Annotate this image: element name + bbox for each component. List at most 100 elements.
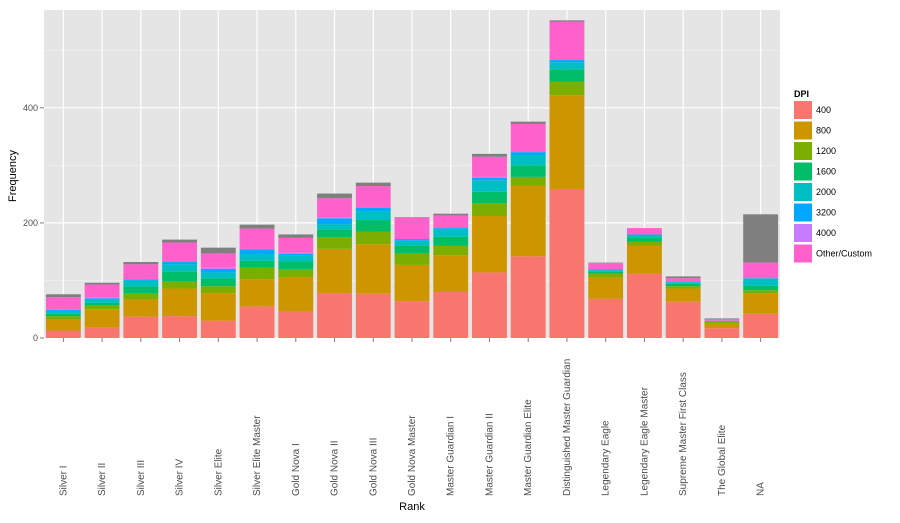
bar-segment-1600 — [278, 261, 314, 269]
bar-segment-400 — [665, 301, 701, 338]
bar-segment-2000 — [549, 62, 585, 70]
bar-segment-1200 — [433, 245, 469, 256]
bar-segment-1600 — [626, 237, 662, 242]
bar-segment-1200 — [239, 267, 275, 280]
x-tick-label: Gold Nova Master — [407, 415, 418, 496]
bar-segment-1200 — [45, 316, 81, 320]
bar-segment-2000 — [472, 180, 507, 192]
y-axis: 0 200 400 — [23, 103, 44, 343]
x-tick-label: Legendary Eagle — [601, 420, 612, 496]
bar-segment-unlabeled — [278, 234, 314, 238]
x-tick-label: Gold Nova I — [291, 443, 302, 496]
bar-segment-1600 — [433, 236, 469, 246]
bar-segment-400 — [355, 293, 391, 338]
bar-segment-3200 — [239, 249, 275, 254]
bar-segment-unlabeled — [239, 224, 275, 229]
legend-swatch — [794, 142, 812, 160]
bar-segment-other-custom — [743, 262, 779, 279]
bar-segment-1200 — [84, 305, 120, 310]
bar-segment-3200 — [472, 178, 507, 181]
x-tick-label: Silver Elite — [213, 448, 224, 496]
bar-segment-1200 — [355, 231, 391, 245]
bar-segment-1600 — [472, 191, 507, 204]
bar-segment-800 — [355, 244, 391, 294]
y-tick-label: 400 — [23, 103, 38, 113]
legend-swatch — [794, 183, 812, 201]
bar-segment-400 — [200, 320, 236, 338]
bar-segment-1200 — [162, 281, 198, 289]
x-tick-label: Master Guardian II — [484, 413, 495, 496]
bar-segment-800 — [123, 299, 159, 317]
bar-segment-800 — [626, 245, 662, 274]
bar-segment-3200 — [588, 269, 624, 271]
bar-segment-unlabeled — [200, 247, 236, 254]
x-tick-label: Supreme Master First Class — [678, 372, 689, 496]
legend-swatch — [794, 121, 812, 140]
bar-segment-1200 — [317, 237, 352, 249]
bar-segment-unlabeled — [433, 213, 469, 216]
bar-segment-2000 — [123, 280, 159, 287]
bar-segment-1200 — [743, 290, 779, 294]
bar-segment-400 — [626, 273, 662, 338]
bar-segment-800 — [84, 309, 120, 328]
bar-segment-3200 — [200, 268, 236, 273]
x-axis: Silver I Silver II Silver III Silver IV Silv… — [58, 338, 767, 496]
legend-label: 1600 — [816, 167, 836, 177]
x-tick-label: NA — [756, 482, 767, 496]
bar-segment-3200 — [84, 298, 120, 300]
bar-segment-1200 — [200, 286, 236, 294]
bar-segment-800 — [317, 248, 352, 294]
legend-label: 3200 — [816, 208, 836, 218]
bar-segment-800 — [472, 216, 507, 273]
x-tick-label: Silver II — [97, 463, 108, 496]
bar-segment-3200 — [123, 279, 159, 281]
bar-segment-400 — [510, 256, 546, 338]
legend-label: 4000 — [816, 228, 836, 238]
bar-segment-400 — [704, 328, 740, 338]
bar-segment-2000 — [84, 299, 120, 303]
bar-segment-other-custom — [433, 215, 469, 229]
x-tick-label: Silver III — [136, 460, 147, 496]
bar-segment-1200 — [626, 241, 662, 246]
bar-segment-other-custom — [84, 284, 120, 298]
bar-segment-2000 — [394, 240, 430, 246]
bar-segment-2000 — [588, 270, 624, 272]
bar-segment-other-custom — [45, 297, 81, 310]
bar-segment-other-custom — [549, 21, 585, 61]
bar-segment-2000 — [355, 211, 391, 221]
bar-segment-3200 — [317, 218, 352, 225]
bar-segment-800 — [45, 319, 81, 331]
bar-segment-1200 — [278, 268, 314, 278]
bar-segment-800 — [239, 279, 275, 307]
x-tick-label: Silver I — [58, 465, 69, 496]
x-tick-label: Master Guardian I — [446, 416, 457, 496]
bar-segment-other-custom — [472, 156, 507, 177]
bar-segment-unlabeled — [317, 193, 352, 199]
bar-segment-400 — [549, 188, 585, 338]
bar-segment-other-custom — [665, 278, 701, 282]
bar-segment-unlabeled — [549, 20, 585, 22]
bar-segment-other-custom — [239, 228, 275, 250]
bar-segment-unlabeled — [123, 262, 159, 265]
x-tick-label: Gold Nova III — [368, 438, 379, 496]
legend-swatch — [794, 101, 812, 119]
legend: DPI 400 800 1200 1600 2000 3200 4000 Other/Cust… — [794, 89, 872, 263]
bar-segment-unlabeled — [394, 217, 430, 218]
bar-segment-800 — [588, 277, 624, 299]
bar-segment-2000 — [665, 282, 701, 284]
bar-segment-1600 — [665, 283, 701, 287]
bar-segment-other-custom — [355, 186, 391, 208]
bar-segment-400 — [433, 291, 469, 338]
y-tick-label: 0 — [33, 333, 38, 343]
legend-label: Other/Custom — [816, 249, 872, 259]
bar-segment-3200 — [45, 309, 81, 311]
bar-segment-1200 — [394, 253, 430, 265]
legend-label: 2000 — [816, 187, 836, 197]
bar-segment-1600 — [510, 165, 546, 177]
bar-segment-400 — [278, 311, 314, 338]
bar-segment-400 — [162, 316, 198, 338]
bar-segment-2000 — [626, 234, 662, 238]
x-tick-label: Silver Elite Master — [252, 415, 263, 496]
bar-segment-400 — [743, 313, 779, 338]
legend-swatch — [794, 162, 812, 181]
